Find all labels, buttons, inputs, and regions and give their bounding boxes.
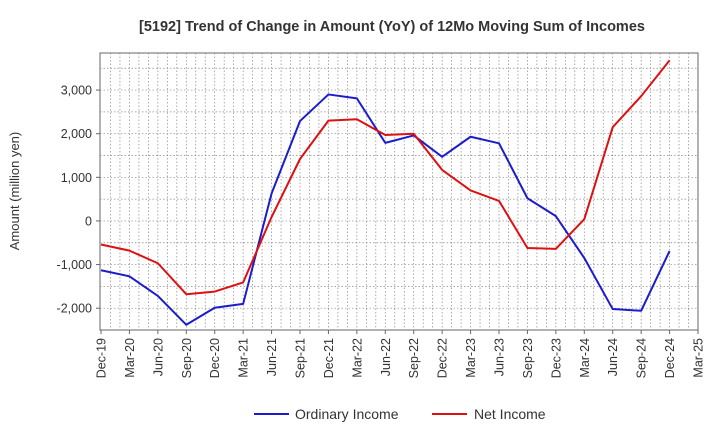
- legend-label-net-income: Net Income: [474, 406, 546, 422]
- y-tick-label: 0: [85, 214, 92, 228]
- series-lines: [100, 59, 671, 326]
- y-tick-label: 1,000: [61, 171, 92, 185]
- x-tick-label: Sep-23: [521, 338, 535, 378]
- x-tick-label: Dec-19: [95, 338, 109, 378]
- x-tick-label: Mar-25: [692, 338, 706, 378]
- x-tick-label: Mar-23: [464, 338, 478, 378]
- x-tick-label: Mar-24: [578, 338, 592, 378]
- x-tick-label: Jun-23: [493, 338, 507, 376]
- x-tick-label: Jun-22: [379, 338, 393, 376]
- x-tick-label: Dec-23: [549, 338, 563, 378]
- chart-title: [5192] Trend of Change in Amount (YoY) o…: [139, 19, 645, 35]
- y-tick-label: -2,000: [57, 302, 92, 316]
- plot-area: [99, 52, 699, 331]
- x-tick-label: Dec-22: [436, 338, 450, 378]
- x-tick-label: Jun-20: [151, 338, 165, 376]
- x-tick-label: Jun-24: [606, 338, 620, 376]
- series-line-ordinary-income: [100, 93, 671, 326]
- y-tick-label: 3,000: [61, 84, 92, 98]
- y-axis-label: Amount (million yen): [7, 132, 22, 251]
- legend-label-ordinary-income: Ordinary Income: [295, 406, 399, 422]
- x-tick-label: Sep-21: [294, 338, 308, 378]
- y-tick-label: -1,000: [57, 258, 92, 272]
- x-tick-label: Sep-22: [407, 338, 421, 378]
- series-line-net-income: [100, 59, 671, 296]
- legend: Ordinary Income Net Income: [254, 406, 546, 422]
- x-tick-label: Dec-21: [322, 338, 336, 378]
- x-tick-label: Mar-20: [123, 338, 137, 378]
- x-tick-label: Mar-22: [350, 338, 364, 378]
- y-tick-label: 2,000: [61, 127, 92, 141]
- y-tick-labels: 3,000 2,000 1,000 0 -1,000 -2,000: [57, 84, 100, 316]
- x-tick-label: Sep-20: [180, 338, 194, 378]
- x-tick-label: Dec-24: [663, 338, 677, 378]
- x-tick-label: Sep-24: [635, 338, 649, 378]
- x-tick-labels: Dec-19 Mar-20 Jun-20 Sep-20 Dec-20 Mar-21 Jun-…: [95, 330, 706, 378]
- x-gridlines: [110, 53, 689, 330]
- x-tick-label: Mar-21: [237, 338, 251, 378]
- x-tick-label: Dec-20: [208, 338, 222, 378]
- x-tick-label: Jun-21: [265, 338, 279, 376]
